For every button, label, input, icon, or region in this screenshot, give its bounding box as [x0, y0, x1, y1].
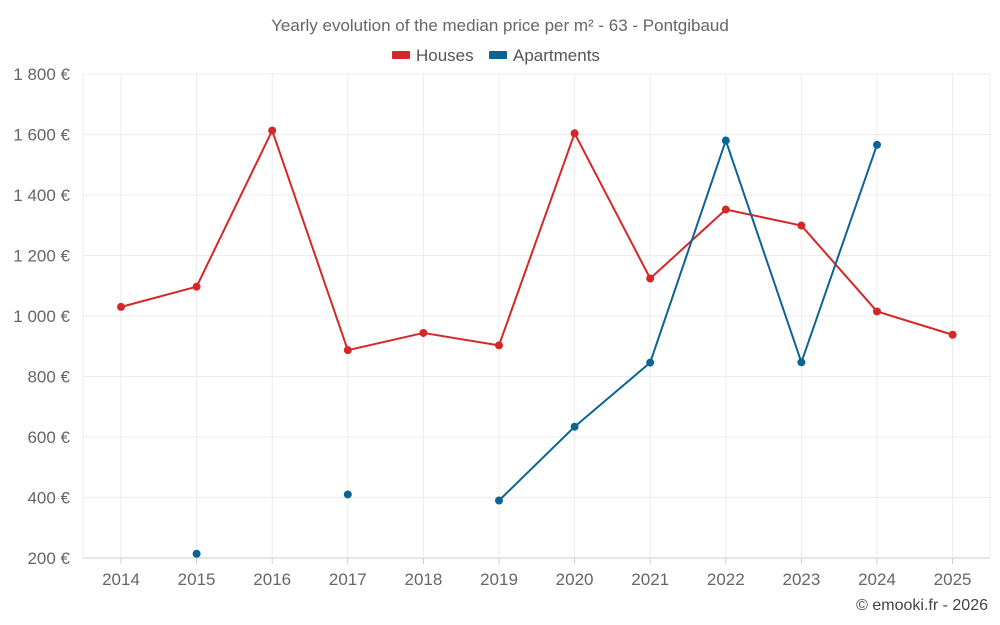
- legend-label: Houses: [416, 46, 474, 65]
- data-point-houses[interactable]: [797, 221, 806, 230]
- data-point-apartments[interactable]: [797, 358, 806, 367]
- x-tick-label: 2015: [178, 570, 216, 589]
- legend-swatch: [392, 51, 410, 59]
- data-point-houses[interactable]: [948, 330, 957, 339]
- data-point-apartments[interactable]: [570, 422, 579, 431]
- x-tick-label: 2024: [858, 570, 896, 589]
- y-tick-label: 1 800 €: [13, 65, 70, 84]
- x-tick-label: 2019: [480, 570, 518, 589]
- x-axis: 2014 2015 2016 2017 2018 2019 2020 2021 2022 2023…: [102, 558, 972, 589]
- data-point-houses[interactable]: [646, 274, 655, 283]
- x-tick-label: 2014: [102, 570, 140, 589]
- x-tick-label: 2021: [631, 570, 669, 589]
- x-tick-label: 2022: [707, 570, 745, 589]
- y-tick-label: 1 400 €: [13, 186, 70, 205]
- data-point-houses[interactable]: [117, 302, 125, 311]
- y-axis: 200 € 400 € 600 € 800 € 1 000 € 1 200 € 1 400 …: [13, 65, 70, 568]
- x-tick-label: 2018: [404, 570, 442, 589]
- x-tick-label: 2017: [329, 570, 367, 589]
- legend: Houses Apartments: [392, 46, 600, 65]
- y-tick-label: 1 000 €: [13, 307, 70, 326]
- x-tick-label: 2025: [934, 570, 972, 589]
- chart-title: Yearly evolution of the median price per…: [271, 16, 729, 35]
- data-point-houses[interactable]: [570, 129, 579, 138]
- y-tick-label: 1 600 €: [13, 126, 70, 145]
- data-point-apartments[interactable]: [495, 496, 503, 505]
- data-point-houses[interactable]: [495, 341, 503, 350]
- y-tick-label: 1 200 €: [13, 247, 70, 266]
- data-point-houses[interactable]: [721, 205, 730, 214]
- legend-swatch: [489, 51, 507, 59]
- x-tick-label: 2023: [782, 570, 820, 589]
- series-apartments: [192, 136, 881, 558]
- y-tick-label: 400 €: [27, 489, 70, 508]
- legend-label: Apartments: [513, 46, 600, 65]
- series-houses: [117, 126, 957, 355]
- credit-text: © emooki.fr - 2026: [856, 597, 988, 614]
- x-tick-label: 2020: [556, 570, 594, 589]
- data-point-houses[interactable]: [873, 307, 881, 316]
- data-point-houses[interactable]: [419, 328, 428, 337]
- data-point-houses[interactable]: [192, 282, 201, 291]
- y-tick-label: 200 €: [27, 549, 70, 568]
- series-line-apartments: [498, 139, 878, 502]
- legend-item-houses[interactable]: Houses: [392, 46, 474, 65]
- data-point-apartments[interactable]: [721, 136, 730, 145]
- series-line-houses: [120, 129, 953, 352]
- data-point-apartments[interactable]: [873, 140, 881, 149]
- series-layer: [117, 126, 957, 558]
- data-point-houses[interactable]: [268, 126, 277, 135]
- legend-item-apartments[interactable]: Apartments: [489, 46, 600, 65]
- data-point-houses[interactable]: [343, 346, 352, 355]
- data-point-apartments[interactable]: [343, 490, 352, 499]
- y-tick-label: 600 €: [27, 428, 70, 447]
- grid: [82, 73, 991, 559]
- x-tick-label: 2016: [253, 570, 291, 589]
- data-point-apartments[interactable]: [646, 358, 655, 367]
- y-tick-label: 800 €: [27, 368, 70, 387]
- data-point-apartments[interactable]: [192, 549, 201, 558]
